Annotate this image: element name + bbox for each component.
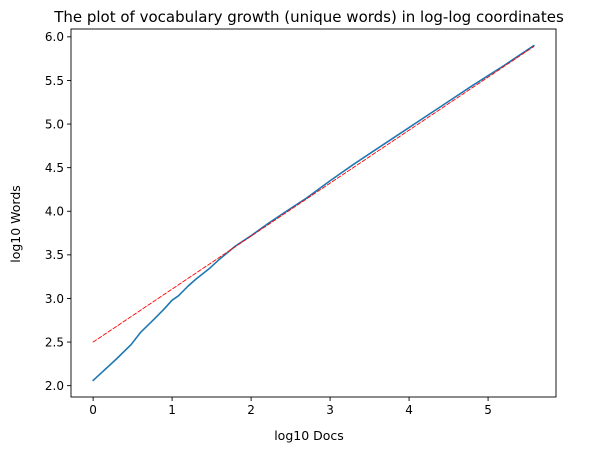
axes: 0 1 2 3 4 5 2.0 2.5 3.0 3.5 4.0 4.5 5.0 5.5 6.0 [45,28,557,417]
y-tick-label: 4.0 [45,205,64,219]
x-tick-label: 3 [326,403,334,417]
y-tick-label: 3.5 [45,248,64,262]
y-axis-label: log10 Words [8,185,23,263]
x-tick-label: 2 [247,403,255,417]
fit-line-dashed [92,45,535,343]
vocabulary-growth-line [92,44,535,382]
y-tick-label: 5.0 [45,117,64,131]
y-tick-label: 6.0 [45,30,64,44]
axes-frame [70,28,557,398]
y-tick-label: 3.0 [45,292,64,306]
x-tick-label: 5 [484,403,492,417]
chart-title: The plot of vocabulary growth (unique wo… [53,8,564,26]
plot-area [92,44,535,382]
y-tick-label: 2.0 [45,379,64,393]
x-tick-label: 1 [168,403,176,417]
x-axis-label: log10 Docs [274,428,344,443]
y-tick-label: 5.5 [45,74,64,88]
y-tick-label: 2.5 [45,335,64,349]
x-tick-label: 4 [405,403,413,417]
y-tick-label: 4.5 [45,161,64,175]
x-tick-label: 0 [89,403,97,417]
